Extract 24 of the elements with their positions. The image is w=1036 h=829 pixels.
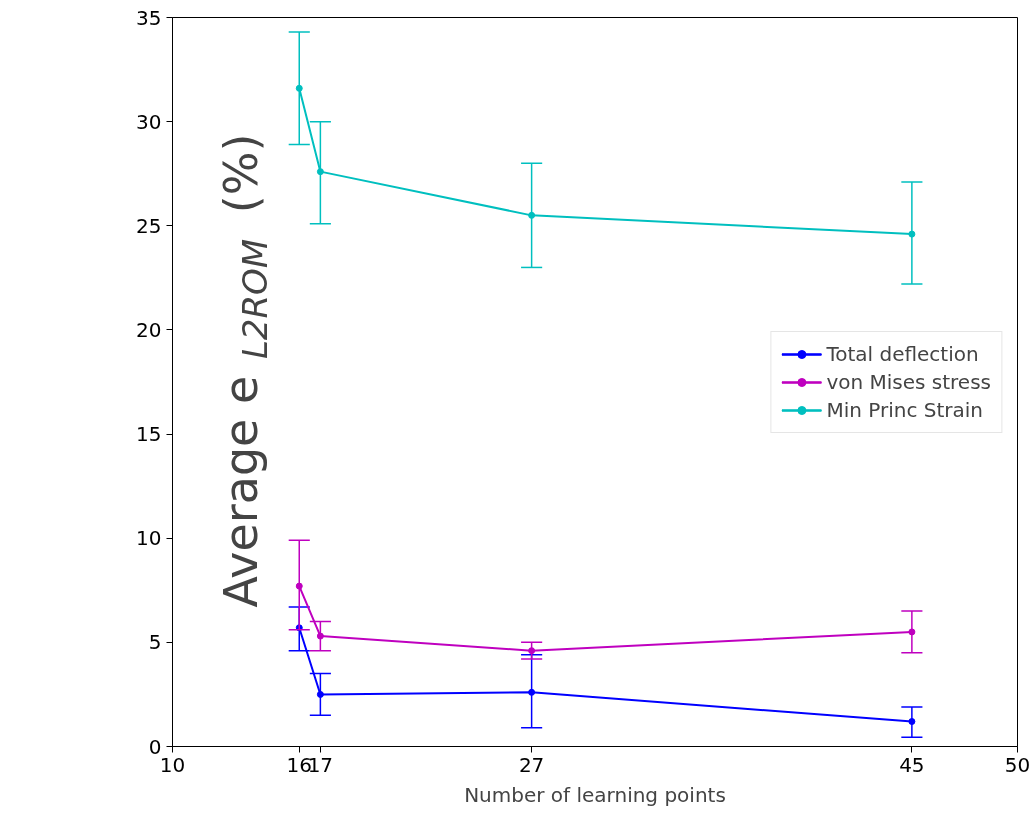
legend-label: Total deflection: [826, 341, 979, 366]
y-tick-label: 25: [136, 213, 162, 238]
point: [528, 211, 536, 219]
x-tick-label: 45: [899, 752, 925, 777]
point: [316, 690, 324, 698]
y-tick-label: 15: [136, 422, 162, 447]
legend-label: von Mises stress: [826, 369, 991, 394]
point: [295, 84, 303, 92]
y-tick-label: 10: [136, 526, 162, 551]
x-tick-label: 50: [1004, 752, 1031, 777]
point: [528, 647, 536, 655]
y-tick-label: 20: [136, 317, 162, 342]
point: [316, 632, 324, 640]
y-tick-label: 5: [148, 630, 162, 655]
x-tick-label: 27: [518, 752, 545, 777]
legend-label: Min Princ Strain: [826, 397, 984, 422]
y-tick-label: 0: [148, 734, 162, 759]
y-tick-label: 35: [136, 5, 162, 30]
x-axis-title: Number of learning points: [464, 782, 726, 807]
y-axis-title: Average eL2ROM (%): [213, 133, 275, 608]
y-tick-label: 30: [136, 109, 162, 134]
point: [295, 582, 303, 590]
point: [528, 688, 536, 696]
point: [316, 168, 324, 176]
